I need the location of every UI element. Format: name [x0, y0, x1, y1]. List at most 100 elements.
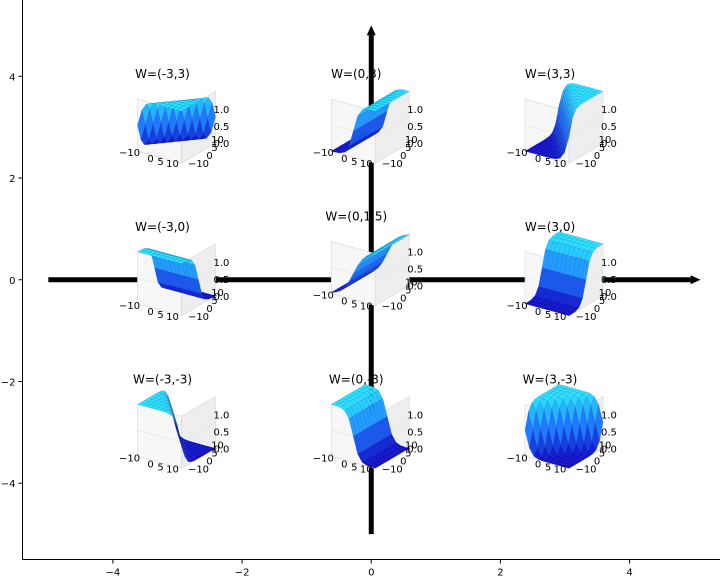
inset-y-tick-label: 0: [400, 151, 406, 162]
surface-facet: [180, 439, 189, 462]
inset-title: W=(-3,3): [135, 67, 190, 81]
inset-y-tick-label: 5: [405, 143, 411, 154]
inset-x-tick-label: −10: [506, 453, 527, 464]
inset-z-tick-label: 0.0: [407, 139, 423, 150]
inset-y-tick-label: 5: [405, 286, 411, 297]
inset-x-tick-label: 5: [351, 157, 357, 168]
inset-z-tick-label: 0.0: [407, 282, 423, 293]
inset-x-tick-label: 10: [166, 312, 179, 323]
inset-z-tick-label: 0.5: [214, 275, 230, 286]
surface-facet: [193, 278, 203, 295]
inset-x-tick-label: 10: [360, 159, 373, 170]
inset-x-tick-label: −10: [506, 148, 527, 159]
inset-z-tick-label: 0.0: [601, 139, 617, 150]
inset-x-tick-label: 0: [535, 154, 541, 165]
inset-grid: [331, 259, 410, 280]
inset-y-tick-label: 0: [206, 456, 212, 467]
y-tick-label: 4: [9, 72, 15, 83]
surface-facet: [183, 103, 193, 108]
x-tick-label: 2: [497, 568, 503, 576]
inset-z-tick-label: 0.0: [407, 444, 423, 455]
inset-x-tick-label: −10: [506, 301, 527, 312]
surface-facet: [574, 102, 583, 107]
inset-title: W=(3,3): [525, 67, 575, 81]
surface-facet: [564, 464, 573, 469]
inset-y-tick-label: 5: [599, 143, 605, 154]
inset-x-tick-label: 5: [351, 462, 357, 473]
x-tick-label: 0: [368, 568, 374, 576]
surface-facet: [370, 464, 380, 469]
surface-insets: W=(-3,3)−100 5 10 −1005101.00.50.0W=(0,3)−1…: [119, 67, 617, 475]
surface-facet: [588, 441, 597, 454]
inset-y-tick-label: 5: [211, 143, 217, 154]
inset-z-tick-label: 1.0: [601, 410, 617, 421]
inset-z-tick-label: 1.0: [214, 258, 230, 269]
surface-facet: [370, 252, 380, 256]
inset-x-tick-label: 0: [535, 307, 541, 318]
inset-x-tick-label: −10: [119, 301, 140, 312]
inset-x-tick-label: −10: [119, 453, 140, 464]
inset-y-tick-label: 10: [405, 135, 418, 146]
inset-x-tick-label: 10: [166, 464, 179, 475]
inset-x-tick-label: −10: [313, 291, 334, 302]
surface-facet: [571, 305, 580, 312]
inset-title: W=(-3,-3): [133, 372, 192, 386]
surface-facet: [400, 234, 410, 238]
inset-z-tick-label: 0.5: [407, 265, 423, 276]
inset-x-tick-label: 5: [157, 310, 163, 321]
inset-x-tick-label: 5: [157, 462, 163, 473]
x-tick-label: −4: [106, 568, 121, 576]
inset-z-tick-label: 0.5: [601, 275, 617, 286]
inset-y-tick-label: 0: [594, 151, 600, 162]
inset-title: W=(0,1.5): [325, 210, 387, 224]
inset-y-tick-label: 10: [211, 135, 224, 146]
y-tick-label: 0: [9, 276, 15, 287]
inset-x-tick-label: −10: [119, 148, 140, 159]
inset-x-tick-label: 5: [351, 300, 357, 311]
inset-y-tick-label: −10: [382, 302, 403, 313]
surface-facet: [200, 97, 210, 104]
inset-z-tick-label: 0.5: [601, 122, 617, 133]
inset-y-tick-label: 10: [211, 288, 224, 299]
inset-z-tick-label: 0.5: [214, 122, 230, 133]
inset-z-tick-label: 0.0: [601, 444, 617, 455]
inset-y-tick-label: −10: [575, 159, 596, 170]
surface-facet: [186, 458, 196, 462]
inset-x-tick-label: 10: [554, 312, 567, 323]
inset-y-tick-label: 10: [405, 278, 418, 289]
inset-y-tick-label: 10: [599, 135, 612, 146]
inset-y-tick-label: 10: [599, 288, 612, 299]
surface-facet: [190, 263, 199, 280]
inset-z-tick-label: 0.5: [601, 427, 617, 438]
inset-y-tick-label: −10: [382, 159, 403, 170]
inset-z-tick-label: 1.0: [601, 258, 617, 269]
inset-z-tick-label: 1.0: [214, 105, 230, 116]
inset-x-tick-label: 10: [554, 464, 567, 475]
inset-title: W=(0,3): [331, 67, 381, 81]
inset-title: W=(-3,0): [135, 220, 190, 234]
inset-x-tick-label: 0: [535, 459, 541, 470]
inset-x-tick-label: 0: [147, 307, 153, 318]
inset-x-tick-label: 0: [341, 297, 347, 308]
inset-y-tick-label: 5: [405, 448, 411, 459]
y-tick-label: −4: [1, 479, 16, 490]
x-tick-label: 4: [626, 568, 632, 576]
inset-x-tick-label: 0: [341, 154, 347, 165]
inset-z-tick-label: 0.5: [407, 122, 423, 133]
inset-x-tick-label: 5: [545, 462, 551, 473]
inset-grid: [331, 116, 410, 138]
inset-x-tick-label: −10: [313, 148, 334, 159]
surface-facet: [370, 107, 380, 112]
inset-title: W=(3,0): [525, 220, 575, 234]
inset-x-tick-label: 5: [157, 157, 163, 168]
inset-z-tick-label: 0.5: [214, 427, 230, 438]
inset-x-tick-label: 5: [545, 157, 551, 168]
surface-facet: [564, 118, 573, 153]
